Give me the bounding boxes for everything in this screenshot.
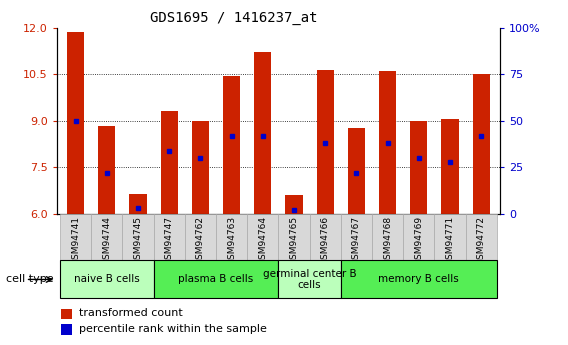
Bar [67, 32, 84, 214]
Text: memory B cells: memory B cells [378, 275, 459, 284]
Text: GSM94747: GSM94747 [165, 216, 174, 265]
Text: plasma B cells: plasma B cells [178, 275, 253, 284]
Bar [60, 260, 153, 298]
Bar [98, 126, 115, 214]
Text: GSM94745: GSM94745 [133, 216, 143, 265]
Bar [341, 214, 372, 260]
Title: GDS1695 / 1416237_at: GDS1695 / 1416237_at [151, 11, 318, 25]
Text: GSM94741: GSM94741 [71, 216, 80, 265]
Text: GSM94769: GSM94769 [414, 216, 423, 265]
Bar [403, 214, 435, 260]
Bar [223, 76, 240, 214]
Text: GSM94766: GSM94766 [320, 216, 329, 265]
Bar [247, 214, 278, 260]
Text: GSM94768: GSM94768 [383, 216, 392, 265]
Bar [61, 309, 72, 319]
Bar [130, 194, 147, 214]
Text: GSM94762: GSM94762 [196, 216, 205, 265]
Text: percentile rank within the sample: percentile rank within the sample [79, 324, 267, 334]
Bar [316, 70, 334, 214]
Bar [379, 71, 396, 214]
Bar [310, 214, 341, 260]
Bar [91, 214, 122, 260]
Bar [410, 121, 427, 214]
Bar [441, 119, 458, 214]
Bar [185, 214, 216, 260]
Bar [278, 260, 341, 298]
Bar [254, 52, 272, 214]
Bar [285, 195, 303, 214]
Text: transformed count: transformed count [79, 308, 183, 318]
Text: GSM94765: GSM94765 [290, 216, 298, 265]
Bar [60, 214, 91, 260]
Bar [278, 214, 310, 260]
Text: GSM94763: GSM94763 [227, 216, 236, 265]
Bar [153, 260, 278, 298]
Text: GSM94744: GSM94744 [102, 216, 111, 265]
Text: GSM94764: GSM94764 [258, 216, 267, 265]
Bar [153, 214, 185, 260]
Bar [435, 214, 466, 260]
Bar [192, 121, 209, 214]
Bar [122, 214, 153, 260]
Bar [341, 260, 497, 298]
Bar [61, 324, 72, 335]
Text: GSM94771: GSM94771 [445, 216, 454, 265]
Bar [348, 128, 365, 214]
Text: GSM94772: GSM94772 [477, 216, 486, 265]
Bar [216, 214, 247, 260]
Bar [466, 214, 497, 260]
Text: cell type: cell type [6, 275, 54, 284]
Bar [372, 214, 403, 260]
Text: naive B cells: naive B cells [74, 275, 140, 284]
Bar [161, 111, 178, 214]
Text: germinal center B
cells: germinal center B cells [263, 269, 356, 290]
Bar [473, 74, 490, 214]
Text: GSM94767: GSM94767 [352, 216, 361, 265]
